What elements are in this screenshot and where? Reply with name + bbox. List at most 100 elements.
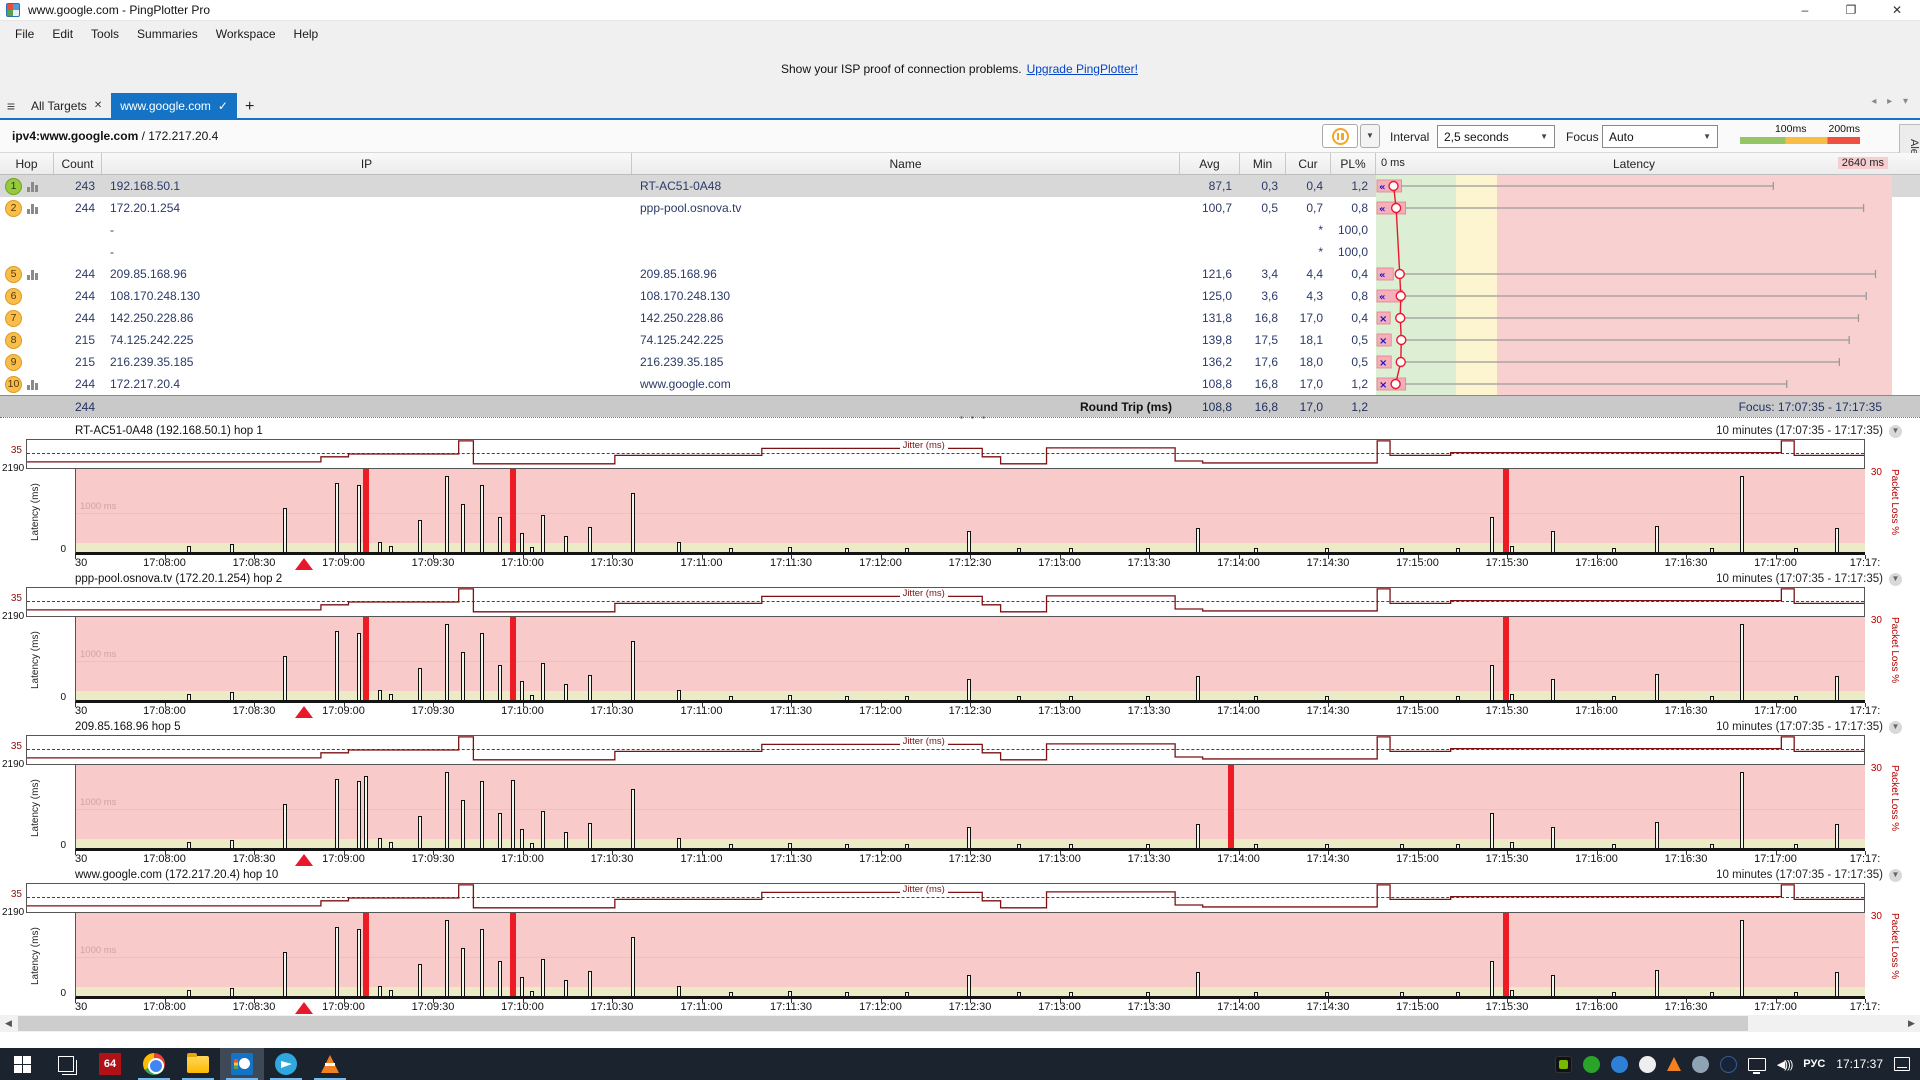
taskbar-telegram[interactable] [264,1048,308,1080]
collapse-chevron-icon[interactable]: ▼ [1889,572,1902,586]
latency-spike-bar [1325,844,1330,848]
start-button[interactable] [0,1048,44,1080]
focus-select[interactable]: Auto ▼ [1602,125,1718,148]
menu-file[interactable]: File [15,26,35,41]
menu-workspace[interactable]: Workspace [215,26,276,41]
svg-text:«: « [1379,270,1385,281]
hop-row[interactable]: 10 244 172.217.20.4 www.google.com 108,8 16,8… [0,373,1920,395]
axis-tick-label: 17:17:00 [1754,557,1797,569]
col-count[interactable]: Count [54,153,102,174]
language-indicator[interactable]: РУС [1803,1058,1826,1070]
latency-spike-bar [1489,812,1494,848]
col-avg[interactable]: Avg [1180,153,1240,174]
hop-row[interactable]: 5 244 209.85.168.96 209.85.168.96 121,6 3,4 4,… [0,263,1920,285]
pause-button[interactable] [1322,124,1358,148]
tab-scroll-arrows[interactable]: ◂ ▸ ▾ [1871,96,1912,107]
header-gutter [1892,153,1920,174]
taskbar-aida64[interactable]: 64 [88,1048,132,1080]
hop-number-badge: 6 [5,287,22,305]
hop-row[interactable]: 7 244 142.250.228.86 142.250.228.86 131,8 16,… [0,307,1920,329]
task-view-button[interactable] [44,1048,88,1080]
razer-tray-icon[interactable] [1582,1055,1600,1073]
sum-cur: 17,0 [1299,399,1323,414]
axis-tick-label: 30 [75,853,88,865]
new-tab-button[interactable]: + [244,98,255,115]
menu-edit[interactable]: Edit [52,26,74,41]
latency-spike-bar [186,989,191,996]
tab-close-icon[interactable]: ✕ [93,100,103,111]
axis-tick-label: 17:09:30 [411,853,455,865]
menu-tools[interactable]: Tools [91,26,120,41]
hop-row[interactable]: 9 215 216.239.35.185 216.239.35.185 136,2 17,… [0,351,1920,373]
scroll-right-icon[interactable]: ▶ [1908,1018,1915,1028]
close-icon[interactable]: ✕ [1891,3,1903,17]
vlc-tray-icon[interactable] [1666,1057,1681,1071]
interval-select[interactable]: 2,5 seconds ▼ [1437,125,1555,148]
collapse-chevron-icon[interactable]: ▼ [1889,720,1902,734]
taskbar-pingplotter[interactable] [220,1048,264,1080]
scroll-left-icon[interactable]: ◀ [5,1018,12,1028]
axis-tick [433,703,434,707]
hop-row[interactable]: 6 244 108.170.248.130 108.170.248.130 125,0 3… [0,285,1920,307]
col-name[interactable]: Name [632,153,1180,174]
pause-dropdown-button[interactable]: ▼ [1360,124,1380,148]
latency-spike-bar [1611,696,1616,700]
menu-summaries[interactable]: Summaries [137,26,198,41]
collapse-chevron-icon[interactable]: ▼ [1889,424,1902,438]
scrollbar-thumb[interactable] [18,1016,1748,1031]
latency-spike-bar [283,804,288,848]
nvidia-tray-icon[interactable] [1554,1055,1572,1073]
hop-cur: 0,4 [1306,179,1323,193]
axis-tick-label: 17:16:00 [1575,557,1618,569]
taskbar-clock[interactable]: 17:17:37 [1836,1057,1883,1071]
gridline-1000ms [76,809,1865,810]
hop-row[interactable]: 8 215 74.125.242.225 74.125.242.225 139,8 17,… [0,329,1920,351]
latency-spike-bar [677,837,682,848]
latency-spike-bar [1740,771,1745,848]
hamburger-icon[interactable]: ≡ [6,98,16,114]
network-icon[interactable] [1747,1057,1766,1074]
maximize-icon[interactable]: ❐ [1845,3,1857,17]
col-latency[interactable]: 0 ms Latency 2640 ms [1376,153,1892,174]
latency-spike-bar [729,844,734,848]
col-hop[interactable]: Hop [0,153,54,174]
axis-tick [75,851,76,855]
col-min[interactable]: Min [1240,153,1286,174]
axis-tick-label: 17:17: [1849,557,1881,569]
col-cur[interactable]: Cur [1286,153,1331,174]
tab-all-targets[interactable]: All Targets ✕ [22,93,111,118]
axis-tick-label: 17:16:30 [1664,1001,1708,1013]
tab-www-google-com[interactable]: www.google.com ✓ [111,93,237,118]
latency-spike-bar [498,516,503,552]
hop-avg: 87,1 [1208,179,1232,193]
tray-icon[interactable] [1691,1055,1709,1073]
taskbar-chrome[interactable] [132,1048,176,1080]
atom-tray-icon[interactable] [1610,1055,1628,1073]
steam-tray-icon[interactable] [1719,1055,1737,1073]
axis-tick-label: 17:12:30 [948,557,992,569]
axis-tick [970,999,971,1003]
axis-tick [791,999,792,1003]
collapse-chevron-icon[interactable]: ▼ [1889,868,1902,882]
horizontal-scrollbar[interactable]: ◀ ▶ [0,1015,1920,1032]
col-pl[interactable]: PL% [1331,153,1376,174]
pane-splitter[interactable]: ▪ ▪ ▪ [0,413,1920,423]
svg-text:×: × [1379,380,1387,391]
taskbar-explorer[interactable] [176,1048,220,1080]
col-ip[interactable]: IP [102,153,632,174]
volume-icon[interactable]: ◀))) [1776,1058,1793,1071]
menu-help[interactable]: Help [293,26,319,41]
latency-spike-bar [1146,844,1151,848]
upgrade-link[interactable]: Upgrade PingPlotter! [1026,62,1138,76]
discord-tray-icon[interactable] [1638,1055,1656,1073]
latency-spike-bar [460,948,465,996]
pause-icon [1331,127,1349,145]
minimize-icon[interactable]: – [1801,3,1809,17]
action-center-icon[interactable] [1894,1057,1910,1071]
hop-row[interactable]: - * 100,0 [0,241,1920,263]
latency-spike-bar [904,696,909,700]
svg-text:«: « [1379,292,1385,303]
hop-row[interactable]: 2 244 172.20.1.254 ppp-pool.osnova.tv 100,7 0… [0,197,1920,219]
taskbar-vlc[interactable] [308,1048,352,1080]
hop-row[interactable]: - * 100,0 [0,219,1920,241]
